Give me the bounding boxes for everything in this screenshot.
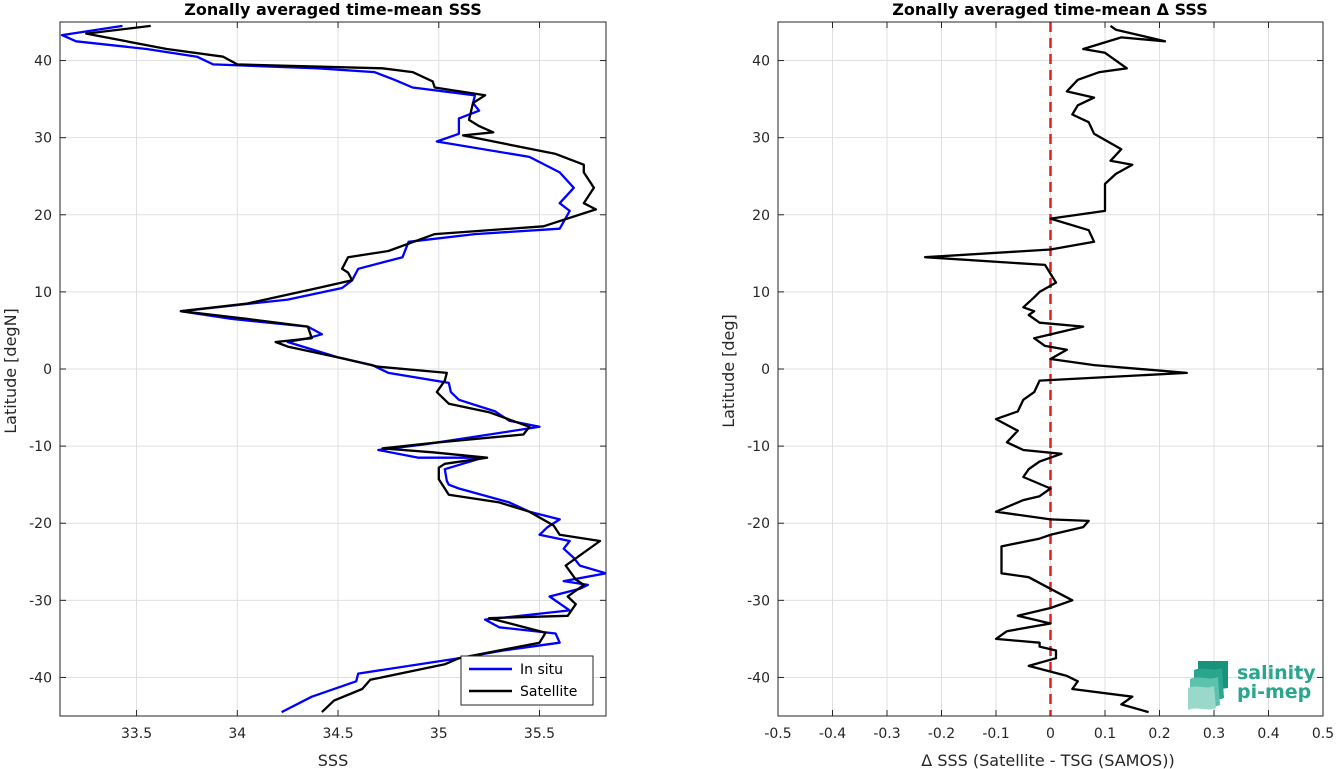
y-tick-label: -40 xyxy=(747,670,770,686)
left-plot-area: 33.5 34 34.5 35 35.5 -40 -30 -20 -10 0 10 20 30 40 xyxy=(29,21,607,742)
x-tick-label: 34 xyxy=(228,726,246,742)
right-chart: Zonally averaged time-mean Δ SSS Δ SSS (… xyxy=(719,0,1334,769)
right-chart-title: Zonally averaged time-mean Δ SSS xyxy=(892,0,1208,19)
y-tick-label: 20 xyxy=(34,208,52,224)
x-tick-label: 0.3 xyxy=(1203,726,1225,742)
y-tick-label: -20 xyxy=(29,516,52,532)
x-tick-label: 0 xyxy=(1046,726,1055,742)
wave-stack-icon xyxy=(1188,661,1228,710)
legend: In situ Satellite xyxy=(460,655,594,706)
plot-frame xyxy=(59,21,607,717)
x-tick-label: 0.5 xyxy=(1312,726,1334,742)
y-tick-label: 10 xyxy=(752,285,770,301)
x-tick-label: -0.1 xyxy=(982,726,1009,742)
x-tick-label: 35 xyxy=(430,726,448,742)
series-line-satellite xyxy=(85,24,602,713)
y-tick-label: 0 xyxy=(43,362,52,378)
x-tick-label: 0.1 xyxy=(1094,726,1116,742)
legend-in-situ-label: In situ xyxy=(520,662,563,678)
series-line-delta xyxy=(923,24,1188,714)
y-tick-label: 10 xyxy=(34,285,52,301)
left-chart-title: Zonally averaged time-mean SSS xyxy=(184,0,482,19)
y-tick-label: 40 xyxy=(752,54,770,70)
left-chart: Zonally averaged time-mean SSS SSS Latit… xyxy=(1,0,607,769)
x-tick-label: 0.2 xyxy=(1148,726,1170,742)
y-tick-label: 30 xyxy=(752,131,770,147)
salinity-pi-mep-logo: salinity pi-mep xyxy=(1188,661,1316,710)
x-tick-label: -0.3 xyxy=(873,726,900,742)
x-tick-label: 0.4 xyxy=(1257,726,1279,742)
y-tick-label: -10 xyxy=(29,439,52,455)
y-tick-label: 40 xyxy=(34,54,52,70)
y-tick-label: 30 xyxy=(34,131,52,147)
left-x-axis-label: SSS xyxy=(318,751,348,769)
right-y-axis-label: Latitude [deg] xyxy=(719,314,738,428)
right-plot-area: -0.5 -0.4 -0.3 -0.2 -0.1 0 0.1 0.2 0.3 0.4 0.5 -40 -… xyxy=(747,21,1334,742)
y-tick-label: 0 xyxy=(761,362,770,378)
x-tick-label: -0.2 xyxy=(928,726,955,742)
logo-text-salinity: salinity xyxy=(1237,662,1316,684)
plot-frame xyxy=(777,21,1324,717)
x-tick-label: 34.5 xyxy=(322,726,353,742)
y-tick-label: -10 xyxy=(747,439,770,455)
y-tick-label: -30 xyxy=(747,593,770,609)
series-line-in-situ xyxy=(60,24,606,714)
x-tick-label: 33.5 xyxy=(121,726,152,742)
x-tick-label: -0.5 xyxy=(764,726,791,742)
x-tick-label: -0.4 xyxy=(819,726,846,742)
legend-satellite-label: Satellite xyxy=(520,684,577,700)
left-y-axis-label: Latitude [degN] xyxy=(1,308,20,434)
y-tick-label: -30 xyxy=(29,593,52,609)
right-x-axis-label: Δ SSS (Satellite - TSG (SAMOS)) xyxy=(921,751,1174,769)
logo-text-pi-mep: pi-mep xyxy=(1237,681,1311,703)
x-tick-label: 35.5 xyxy=(524,726,555,742)
y-tick-label: -40 xyxy=(29,670,52,686)
y-tick-label: 20 xyxy=(752,208,770,224)
legend-box xyxy=(460,655,594,706)
y-tick-label: -20 xyxy=(747,516,770,532)
